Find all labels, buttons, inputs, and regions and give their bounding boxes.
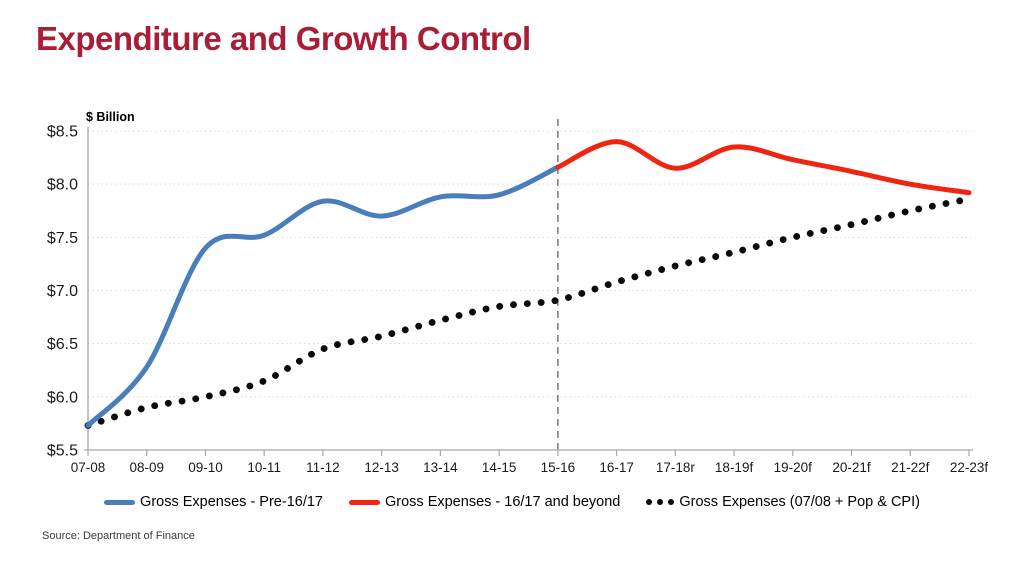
series-line-gross-expenses-pre-1617: [85, 164, 561, 428]
y-axis-tick-label: $6.0: [47, 389, 78, 406]
slide-title: Expenditure and Growth Control: [36, 20, 531, 57]
x-axis-tick-label: 07-08: [71, 460, 106, 475]
y-axis-tick-label: $5.5: [47, 443, 78, 460]
legend-label-1617-beyond: Gross Expenses - 16/17 and beyond: [385, 494, 621, 510]
x-axis-tick-label: 12-13: [364, 460, 399, 475]
red-line-swatch: [349, 499, 380, 505]
legend-item-1617-beyond: Gross Expenses - 16/17 and beyond: [349, 494, 620, 510]
legend-label-pop-cpi: Gross Expenses (07/08 + Pop & CPI): [679, 494, 920, 510]
y-axis-tick-label: $8.5: [47, 124, 78, 141]
chart-legend: Gross Expenses - Pre-16/17 Gross Expense…: [0, 494, 1024, 510]
x-axis-tick-label: 14-15: [482, 460, 517, 475]
y-axis-tick-label: $7.5: [47, 230, 78, 247]
x-axis-tick-label: 15-16: [541, 460, 576, 475]
y-axis-tick-label: $6.5: [47, 336, 78, 353]
x-axis-tick-label: 16-17: [599, 460, 634, 475]
x-axis-tick-label: 10-11: [247, 460, 281, 475]
blue-line-swatch: [104, 499, 136, 505]
x-axis-tick-label: 17-18r: [656, 460, 696, 475]
black-dots-swatch: [646, 499, 675, 505]
y-axis-tick-label: $8.0: [47, 177, 78, 194]
y-axis-unit-label: $ Billion: [86, 110, 135, 124]
x-axis-tick-label: 09-10: [188, 460, 223, 475]
series-dots-gross-expenses-0708-pop-cpi: [84, 195, 973, 429]
legend-item-pre-1617: Gross Expenses - Pre-16/17: [104, 494, 323, 510]
y-axis-tick-label: $7.0: [47, 283, 78, 300]
legend-label-pre-1617: Gross Expenses - Pre-16/17: [140, 494, 323, 510]
x-axis-tick-label: 21-22f: [891, 460, 930, 475]
legend-item-pop-cpi: Gross Expenses (07/08 + Pop & CPI): [646, 494, 920, 510]
x-axis-tick-label: 19-20f: [774, 460, 813, 475]
x-axis-tick-label: 20-21f: [832, 460, 871, 475]
x-axis-tick-label: 11-12: [306, 460, 340, 475]
x-axis-tick-label: 08-09: [129, 460, 164, 475]
series-line-gross-expenses-1617-and-beyond: [555, 139, 972, 196]
source-note: Source: Department of Finance: [42, 530, 195, 542]
expenditure-line-chart: $8.5 $8.0 $7.5 $7.0 $6.5 $6.0 $5.507-08 08-09 09…: [47, 119, 989, 475]
x-axis-tick-label: 13-14: [423, 460, 458, 475]
x-axis-tick-label: 18-19f: [715, 460, 754, 475]
x-axis-tick-label: 22-23f: [950, 460, 989, 475]
